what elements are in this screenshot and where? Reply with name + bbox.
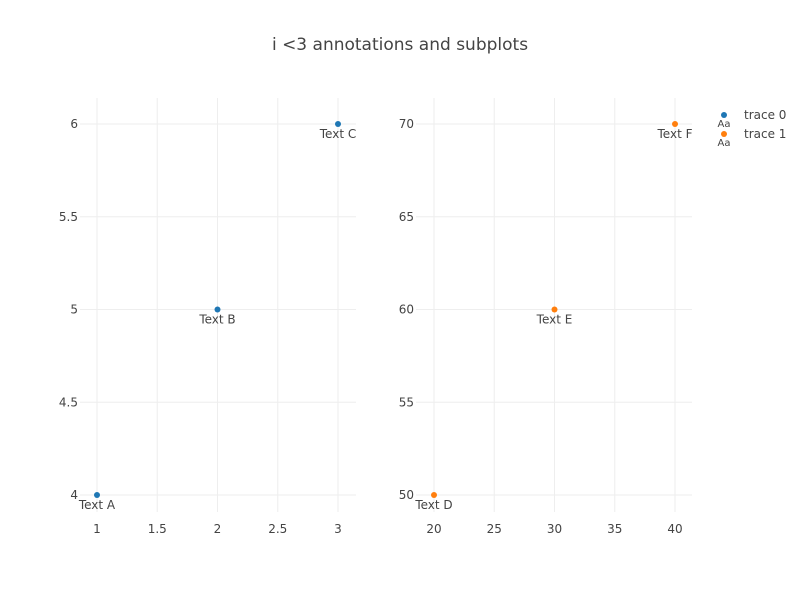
legend-label: trace 1: [744, 127, 786, 141]
legend-item[interactable]: Aa trace 1: [718, 127, 787, 149]
x-tick-label: 30: [547, 522, 562, 536]
legend-sample-text: Aa: [718, 119, 731, 130]
y-tick-label: 5: [70, 303, 78, 317]
data-label: Text A: [78, 498, 116, 512]
data-label: Text E: [536, 313, 573, 327]
y-tick-label: 70: [399, 117, 414, 131]
data-label: Text C: [319, 127, 356, 141]
legend[interactable]: Aa trace 0 Aa trace 1: [718, 108, 787, 149]
x-tick-label: 25: [487, 522, 502, 536]
x-tick-label: 20: [426, 522, 441, 536]
y-tick-label: 50: [399, 488, 414, 502]
y-tick-label: 4: [70, 488, 78, 502]
data-label: Text D: [414, 498, 452, 512]
y-tick-label: 6: [70, 117, 78, 131]
legend-label: trace 0: [744, 108, 786, 122]
x-tick-label: 35: [607, 522, 622, 536]
y-tick-label: 65: [399, 210, 414, 224]
data-label: Text B: [198, 313, 235, 327]
y-tick-label: 4.5: [59, 395, 78, 409]
x-tick-label: 3: [334, 522, 342, 536]
x-tick-label: 2: [214, 522, 222, 536]
x-tick-label: 1: [93, 522, 101, 536]
x-tick-label: 40: [667, 522, 682, 536]
y-tick-label: 5.5: [59, 210, 78, 224]
x-tick-label: 1.5: [148, 522, 167, 536]
subplot-left: 1 1.5 2 2.5 3 4 4.5 5 5.5 6 Text A Text B Text C: [59, 98, 356, 536]
subplot-right: 20 25 30 35 40 50 55 60 65 70 Text D Text E Text F: [399, 98, 693, 536]
data-label: Text F: [657, 127, 693, 141]
legend-sample-text: Aa: [718, 138, 731, 149]
legend-marker: [721, 131, 727, 137]
y-tick-label: 55: [399, 395, 414, 409]
x-tick-label: 2.5: [268, 522, 287, 536]
chart-title: i <3 annotations and subplots: [272, 35, 528, 55]
y-tick-label: 60: [399, 303, 414, 317]
legend-marker: [721, 112, 727, 118]
